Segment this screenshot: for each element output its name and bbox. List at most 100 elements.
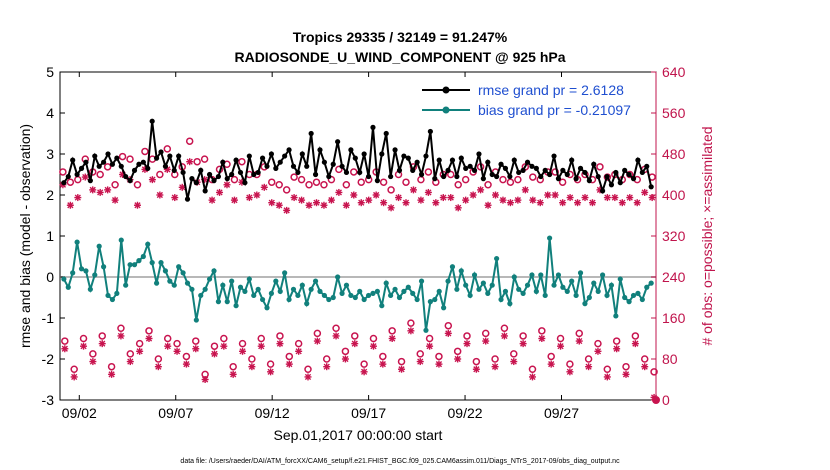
obs-assimilated-marker — [528, 373, 536, 381]
obs-assimilated-marker — [462, 196, 470, 204]
bias-point — [432, 296, 438, 303]
rmse-point — [622, 167, 628, 173]
bias-point — [339, 290, 345, 296]
rmse-point — [101, 159, 107, 165]
x-tick-label: 09/22 — [448, 405, 483, 421]
obs-assimilated-marker — [230, 196, 238, 204]
bias-point — [149, 260, 155, 266]
bias-point — [233, 303, 239, 309]
rmse-point — [524, 159, 531, 165]
rmse-point — [538, 173, 544, 180]
left-tick-label: 0 — [46, 269, 54, 285]
obs-assimilated-marker — [171, 194, 179, 202]
rmse-point — [65, 173, 71, 180]
obs-assimilated-marker — [148, 176, 156, 184]
rmse-point — [140, 159, 146, 165]
bias-point — [436, 288, 442, 294]
obs-assimilated-marker — [521, 186, 529, 194]
bias-point — [591, 280, 597, 286]
bias-point — [586, 294, 592, 301]
bias-point — [463, 282, 469, 288]
obs-assimilated-marker — [463, 340, 471, 348]
rmse-point — [220, 159, 226, 165]
obs-possible-marker — [210, 342, 219, 350]
bias-point — [246, 276, 252, 282]
obs-possible-marker — [305, 181, 313, 189]
bias-point — [648, 280, 654, 286]
obs-possible-marker — [107, 362, 116, 371]
rmse-point — [198, 167, 204, 173]
obs-assimilated-marker — [631, 340, 639, 348]
rmse-point — [635, 157, 641, 163]
bias-point — [379, 303, 385, 309]
bias-point — [127, 262, 133, 268]
obs-count-markers — [59, 137, 660, 404]
obs-possible-marker — [133, 181, 142, 189]
bias-point — [564, 288, 570, 294]
obs-possible-marker — [454, 181, 462, 189]
rmse-point — [215, 173, 222, 180]
bias-point — [140, 253, 146, 260]
rmse-point — [96, 163, 102, 169]
bias-point — [321, 292, 327, 299]
obs-assimilated-marker — [253, 191, 261, 199]
rmse-point — [312, 171, 319, 178]
obs-possible-marker — [126, 155, 134, 163]
rmse-point — [533, 165, 539, 171]
obs-possible-marker — [145, 327, 153, 335]
legend-box — [418, 78, 642, 122]
obs-possible-marker — [200, 155, 209, 163]
obs-assimilated-marker — [89, 358, 97, 366]
obs-possible-marker — [230, 175, 239, 184]
rmse-point — [401, 153, 407, 159]
x-tick-label: 09/07 — [158, 405, 193, 421]
obs-possible-marker — [313, 329, 322, 338]
obs-possible-marker — [89, 350, 97, 358]
obs-assimilated-marker — [416, 358, 424, 366]
x-tick-label: 09/17 — [351, 405, 386, 421]
rmse-point — [167, 153, 173, 159]
obs-assimilated-marker — [379, 360, 387, 368]
rmse-point — [153, 155, 160, 161]
bias-point — [171, 282, 177, 288]
left-tick-label: -2 — [42, 351, 55, 367]
rmse-point — [454, 173, 460, 180]
obs-assimilated-marker — [575, 337, 583, 345]
obs-possible-marker — [193, 157, 201, 166]
bias-point — [613, 313, 619, 319]
rmse-point — [317, 147, 323, 153]
bias-point — [458, 268, 464, 274]
rmse-point — [348, 147, 354, 153]
obs-assimilated-marker — [484, 201, 492, 209]
obs-possible-marker — [402, 178, 410, 186]
rmse-point — [485, 159, 491, 165]
obs-assimilated-marker — [312, 199, 320, 207]
obs-assimilated-marker — [320, 201, 328, 209]
bias-point — [308, 286, 314, 292]
plot-area — [59, 71, 657, 401]
bias-point — [617, 276, 623, 282]
rmse-point — [149, 118, 155, 124]
right-tick-label: 480 — [662, 146, 686, 162]
rmse-point — [277, 159, 283, 165]
bias-point — [83, 268, 89, 274]
obs-possible-marker — [379, 178, 388, 186]
bias-point — [498, 296, 504, 303]
obs-possible-marker — [163, 145, 172, 153]
obs-possible-marker — [304, 365, 312, 373]
legend-bias-marker — [442, 106, 450, 114]
bias-point — [162, 268, 169, 274]
obs-assimilated-marker — [426, 342, 434, 350]
bias-point — [277, 288, 283, 294]
rmse-point — [555, 176, 562, 182]
obs-assimilated-marker — [388, 335, 396, 342]
chart-subtitle: RADIOSONDE_U_WIND_COMPONENT @ 925 hPa — [234, 49, 565, 65]
obs-possible-marker — [547, 352, 555, 361]
obs-assimilated-marker — [365, 196, 373, 204]
obs-assimilated-marker — [81, 173, 89, 181]
rmse-point — [511, 157, 517, 163]
bias-point — [215, 299, 222, 305]
legend-rmse-label: rmse grand pr = 2.6128 — [478, 82, 624, 98]
bias-point — [176, 264, 182, 270]
rmse-point — [410, 167, 416, 173]
